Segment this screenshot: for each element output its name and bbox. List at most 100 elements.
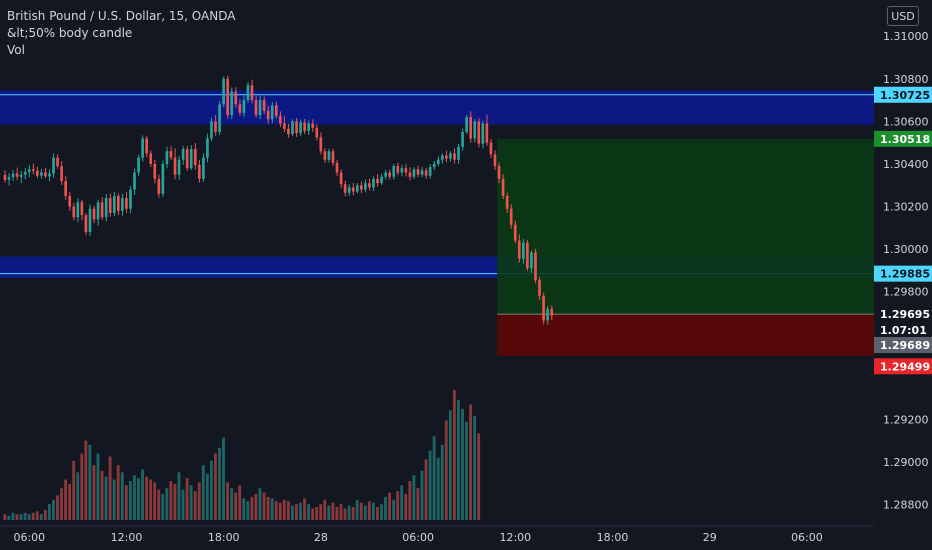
volume-bar: [428, 450, 432, 520]
time-tick-label: 06:00: [402, 531, 434, 544]
price-badge-zone: [874, 265, 932, 282]
candle-body: [424, 170, 428, 176]
candle-body: [202, 157, 205, 179]
volume-bar: [181, 489, 185, 520]
candle-body: [92, 208, 96, 220]
candle-body: [36, 170, 39, 176]
volume-bar: [262, 492, 266, 520]
volume-bar: [92, 465, 96, 520]
candle-body: [100, 202, 104, 218]
volume-bar: [282, 499, 286, 520]
currency-button[interactable]: USD: [887, 6, 919, 26]
volume-bar: [448, 410, 452, 520]
candle-body: [457, 146, 460, 160]
candle-body: [445, 155, 448, 159]
volume-bar: [39, 514, 43, 520]
candle-body: [550, 308, 553, 316]
candle-body: [343, 184, 347, 193]
volume-bar: [408, 481, 412, 520]
volume-bar: [444, 420, 448, 520]
volume-bar: [315, 507, 319, 520]
candle-body: [522, 242, 525, 259]
volume-bar: [270, 498, 274, 520]
volume-bar: [331, 502, 335, 520]
candle-body: [104, 198, 108, 218]
volume-bar: [201, 465, 205, 520]
chart-legend: British Pound / U.S. Dollar, 15, OANDA &…: [7, 8, 235, 59]
candle-body: [526, 242, 529, 269]
volume-bar: [246, 501, 250, 520]
volume-bar: [153, 482, 157, 520]
candle-body: [428, 167, 432, 176]
candle-body: [222, 78, 225, 105]
volume-bar: [35, 511, 39, 520]
time-tick-label: 06:00: [13, 531, 45, 544]
candle-body: [517, 240, 521, 259]
candle-body: [198, 165, 201, 179]
volume-bar: [311, 508, 315, 520]
volume-bar: [47, 504, 51, 520]
volume-bar: [440, 444, 444, 520]
volume-bar: [234, 492, 238, 520]
price-label-zone: 1.29885: [880, 268, 930, 281]
candle-body: [274, 105, 278, 117]
symbol-title[interactable]: British Pound / U.S. Dollar, 15, OANDA: [7, 9, 236, 23]
candle-body: [76, 202, 80, 218]
volume-bar: [380, 504, 383, 520]
volume-bar: [457, 400, 460, 520]
candle-body: [323, 151, 327, 160]
volume-bar: [60, 488, 63, 520]
candle-body: [509, 208, 513, 225]
volume-bar: [72, 460, 76, 520]
price-label-last: 1.29689: [880, 339, 930, 352]
candle-body: [432, 163, 436, 168]
candle-body: [258, 100, 262, 115]
candle-body: [315, 127, 319, 138]
indicator-label[interactable]: &lt;50% body candle: [7, 26, 133, 40]
volume-bar: [359, 502, 363, 520]
candle-body: [505, 195, 509, 209]
candle-body: [408, 172, 412, 177]
candle-body: [214, 121, 217, 133]
volume-bar: [84, 440, 88, 520]
volume-bar: [461, 408, 464, 520]
candle-body: [64, 181, 67, 196]
candle-body: [295, 121, 298, 134]
volume-bar: [100, 470, 104, 520]
volume-label[interactable]: Vol: [7, 43, 25, 57]
volume-bar: [141, 469, 144, 520]
volume-bar: [351, 507, 355, 520]
volume-bar: [335, 507, 339, 520]
candle-body: [218, 104, 221, 133]
candle-body: [400, 168, 404, 173]
candle-body: [161, 163, 165, 194]
candle-body: [250, 85, 254, 101]
volume-bar: [355, 499, 359, 520]
candle-body: [465, 117, 468, 133]
candle-body: [141, 138, 144, 158]
volume-bar: [226, 482, 229, 520]
candle-body: [238, 104, 242, 113]
volume-bar: [230, 488, 234, 520]
volume-bar: [116, 465, 120, 520]
price-tick-label: 1.30800: [883, 73, 929, 86]
candle-body: [125, 198, 128, 209]
volume-bar: [157, 489, 161, 520]
volume-bar: [68, 483, 72, 520]
price-badge-stop: [874, 358, 932, 375]
volume-bar: [238, 485, 242, 520]
candle-body: [376, 178, 379, 184]
candle-body: [230, 91, 234, 115]
target-zone: [497, 138, 874, 315]
price-tick-label: 1.29800: [883, 286, 929, 299]
candle-body: [169, 151, 173, 158]
volume-bar: [43, 509, 47, 520]
candle-body: [68, 195, 72, 207]
volume-bar: [388, 492, 391, 520]
volume-bar: [15, 514, 19, 520]
candle-body: [546, 308, 549, 321]
price-label-entry: 1.29695: [880, 308, 930, 321]
volume-bar: [396, 491, 400, 520]
volume-bar: [193, 491, 197, 520]
